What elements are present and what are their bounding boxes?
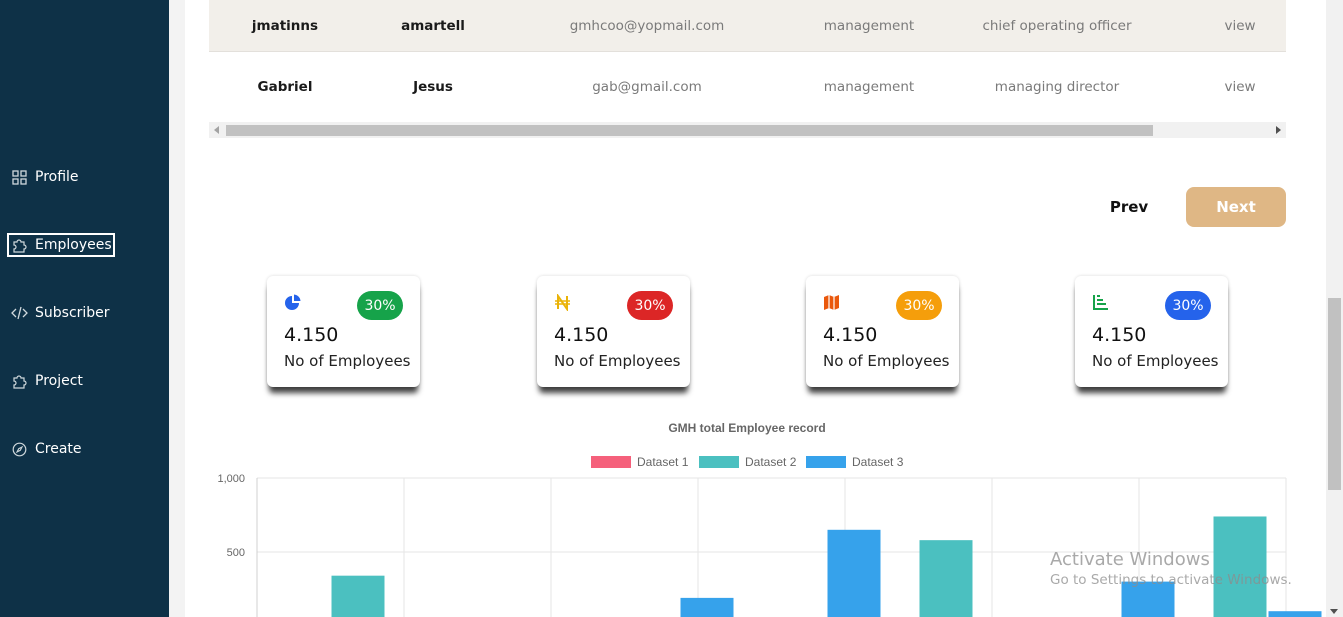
stat-card: 30% 4.150 No of Employees bbox=[1075, 276, 1228, 387]
stat-card: 30% 4.150 No of Employees bbox=[806, 276, 959, 387]
legend-swatch bbox=[699, 456, 739, 468]
scroll-right-arrow-icon[interactable] bbox=[1276, 126, 1281, 134]
chart-bar bbox=[1268, 611, 1322, 617]
gutter bbox=[169, 0, 185, 617]
map-icon bbox=[824, 295, 839, 310]
sidebar-item-label: Subscriber bbox=[35, 305, 110, 321]
legend-label: Dataset 3 bbox=[852, 455, 904, 469]
bar-chart: GMH total Employee record Dataset 1 Datase… bbox=[217, 421, 1322, 617]
table-row: jmatinns amartell gmhcoo@yopmail.com man… bbox=[209, 0, 1286, 52]
grid-icon bbox=[10, 168, 28, 186]
naira-icon bbox=[555, 294, 570, 311]
legend-label: Dataset 2 bbox=[745, 455, 797, 469]
sidebar-item-project[interactable]: Project bbox=[10, 369, 83, 393]
view-link[interactable]: view bbox=[1224, 79, 1256, 95]
chart-bar bbox=[827, 529, 881, 617]
cell-email: gmhcoo@yopmail.com bbox=[569, 17, 725, 34]
stat-label: No of Employees bbox=[823, 352, 950, 370]
cell-role: managing director bbox=[994, 79, 1120, 95]
sidebar-item-label: Employees bbox=[35, 237, 112, 253]
sidebar-item-label: Profile bbox=[35, 169, 79, 185]
view-link[interactable]: view bbox=[1224, 17, 1256, 34]
table-row: Gabriel Jesus gab@gmail.com management m… bbox=[209, 53, 1286, 121]
sidebar-item-create[interactable]: Create bbox=[10, 437, 82, 461]
stat-label: No of Employees bbox=[554, 352, 681, 370]
chart-bar bbox=[1213, 516, 1267, 617]
stat-card: 30% 4.150 No of Employees bbox=[537, 276, 690, 387]
cell-last-name: Jesus bbox=[413, 79, 453, 95]
sidebar-item-profile[interactable]: Profile bbox=[10, 165, 79, 189]
employee-chart: GMH total Employee record Dataset 1 Datase… bbox=[185, 410, 1326, 617]
chart-bar bbox=[1121, 581, 1175, 617]
percent-badge: 30% bbox=[896, 291, 942, 320]
stat-label: No of Employees bbox=[284, 352, 411, 370]
stat-value: 4.150 bbox=[823, 324, 878, 346]
cell-first-name: Gabriel bbox=[257, 79, 313, 95]
chart-bar bbox=[331, 575, 385, 617]
cell-last-name: amartell bbox=[401, 17, 465, 34]
scrollbar-thumb[interactable] bbox=[226, 125, 1153, 136]
sidebar-item-employees[interactable]: Employees bbox=[7, 233, 115, 257]
cell-department: management bbox=[823, 17, 915, 34]
percent-badge: 30% bbox=[357, 291, 403, 320]
percent-badge: 30% bbox=[1165, 291, 1211, 320]
scrollbar-thumb[interactable] bbox=[1328, 298, 1341, 490]
prev-button[interactable]: Prev bbox=[1095, 190, 1163, 224]
compass-icon bbox=[10, 440, 28, 458]
y-tick-label: 500 bbox=[227, 547, 245, 559]
bar-chart-icon bbox=[1093, 295, 1108, 310]
legend-swatch bbox=[806, 456, 846, 468]
stat-value: 4.150 bbox=[1092, 324, 1147, 346]
stat-label: No of Employees bbox=[1092, 352, 1219, 370]
chart-bar bbox=[919, 540, 973, 617]
stat-value: 4.150 bbox=[284, 324, 339, 346]
next-button[interactable]: Next bbox=[1186, 187, 1286, 227]
legend-swatch bbox=[591, 456, 631, 468]
scroll-left-arrow-icon[interactable] bbox=[214, 126, 219, 134]
puzzle-icon bbox=[10, 372, 28, 390]
legend-label: Dataset 1 bbox=[637, 455, 689, 469]
chart-bar bbox=[680, 597, 734, 617]
chart-title: GMH total Employee record bbox=[668, 421, 825, 435]
puzzle-icon bbox=[10, 236, 28, 254]
percent-badge: 30% bbox=[627, 291, 673, 320]
sidebar-item-label: Create bbox=[35, 441, 82, 457]
cell-email: gab@gmail.com bbox=[592, 79, 702, 95]
stat-value: 4.150 bbox=[554, 324, 609, 346]
pie-chart-icon bbox=[285, 294, 301, 310]
cell-first-name: jmatinns bbox=[251, 17, 319, 34]
sidebar: Profile Employees Subscriber Project Cre… bbox=[0, 0, 169, 617]
horizontal-scrollbar[interactable] bbox=[209, 122, 1286, 138]
code-icon bbox=[10, 304, 28, 322]
cell-department: management bbox=[823, 79, 915, 95]
vertical-scrollbar[interactable] bbox=[1326, 0, 1343, 617]
scroll-down-arrow-icon[interactable] bbox=[1330, 609, 1338, 614]
y-tick-label: 1,000 bbox=[217, 473, 245, 485]
cell-role: chief operating officer bbox=[982, 17, 1132, 34]
sidebar-item-label: Project bbox=[35, 373, 83, 389]
main-content: jmatinns amartell gmhcoo@yopmail.com man… bbox=[185, 0, 1326, 617]
sidebar-item-subscriber[interactable]: Subscriber bbox=[10, 301, 110, 325]
stat-card: 30% 4.150 No of Employees bbox=[267, 276, 420, 387]
